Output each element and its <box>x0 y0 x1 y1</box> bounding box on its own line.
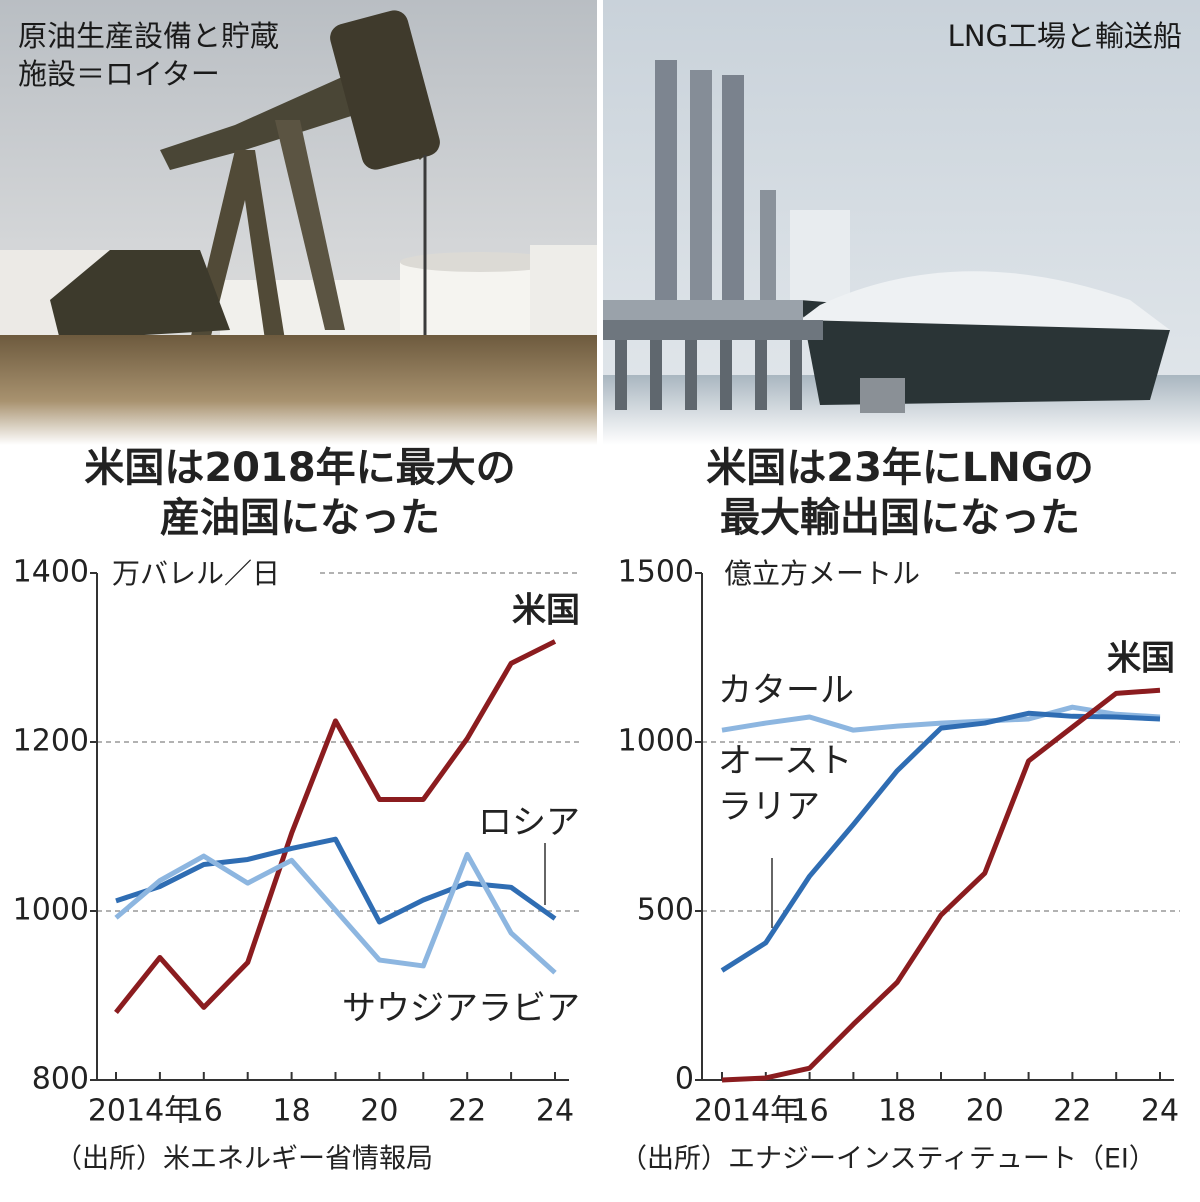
series-label: 米国 <box>1107 639 1175 679</box>
y-tick-label: 1400 <box>13 555 89 590</box>
y-tick-label: 0 <box>675 1062 694 1097</box>
y-tick-label: 1000 <box>13 893 89 928</box>
x-tick-label: 24 <box>1141 1094 1179 1129</box>
chart-title: 米国は23年にLNGの <box>706 445 1093 491</box>
line-series <box>114 639 557 1014</box>
y-tick-label: 1000 <box>618 724 694 759</box>
x-tick-label: 20 <box>966 1094 1004 1129</box>
line-series <box>721 704 1161 733</box>
chart-title: 最大輸出国になった <box>720 495 1080 541</box>
series-label: サウジアラビア <box>342 989 580 1029</box>
x-tick-label: 2014年 <box>694 1094 800 1129</box>
series-label: カタール <box>718 671 854 711</box>
series-label: オーストラリア <box>718 741 853 827</box>
x-tick-label: 22 <box>1053 1094 1091 1129</box>
line-series <box>721 687 1161 1083</box>
y-tick-label: 1200 <box>13 724 89 759</box>
photo-oil <box>0 0 597 445</box>
source-note: （出所）エナジーインスティテュート（EI） <box>620 1144 1156 1175</box>
series-label: 米国 <box>512 591 580 631</box>
y-unit: 万バレル／日 <box>112 557 280 590</box>
chart-title: 産油国になった <box>160 495 440 541</box>
x-tick-label: 2014年 <box>88 1094 194 1129</box>
x-tick-label: 20 <box>360 1094 398 1129</box>
x-tick-label: 24 <box>536 1094 574 1129</box>
series-label: オーストラリア <box>718 741 853 827</box>
chart-title: 米国は2018年に最大の <box>84 445 515 491</box>
y-tick-label: 500 <box>637 893 694 928</box>
photo-lng <box>603 0 1200 445</box>
y-tick-label: 1500 <box>618 555 694 590</box>
x-tick-label: 18 <box>878 1094 916 1129</box>
x-tick-label: 16 <box>185 1094 223 1129</box>
x-tick-label: 22 <box>448 1094 486 1129</box>
series-label: ロシア <box>478 803 580 843</box>
x-tick-label: 18 <box>273 1094 311 1129</box>
photo-caption: 施設＝ロイター <box>18 57 220 91</box>
line-series <box>114 851 557 975</box>
photo-caption: LNG工場と輸送船 <box>948 19 1182 53</box>
y-unit: 億立方メートル <box>724 557 920 590</box>
source-note: （出所）米エネルギー省情報局 <box>55 1144 433 1175</box>
x-tick-label: 16 <box>791 1094 829 1129</box>
photo-caption: 原油生産設備と貯蔵 <box>18 19 279 53</box>
y-tick-label: 800 <box>32 1062 89 1097</box>
